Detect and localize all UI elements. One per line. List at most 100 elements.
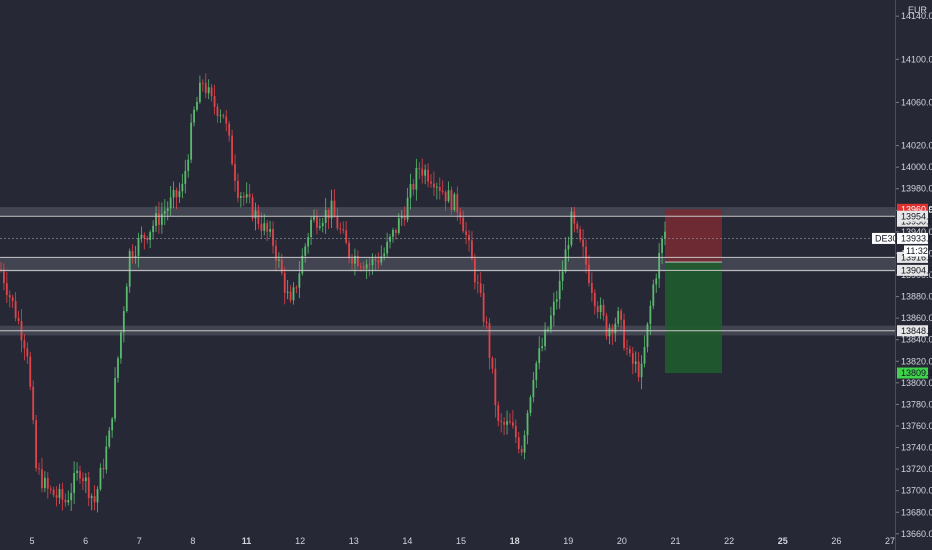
take-profit-zone[interactable] <box>665 262 722 374</box>
candle-body <box>29 356 32 387</box>
candle-body <box>567 245 570 250</box>
currency-label: EUR <box>908 5 928 15</box>
price-tick-label: 13820.0 <box>901 356 932 366</box>
candle-body <box>131 251 134 258</box>
candle-body <box>532 379 535 398</box>
candle-body <box>204 83 207 94</box>
candle-body <box>327 210 330 219</box>
candle-body <box>365 264 368 269</box>
candle-body <box>453 194 456 210</box>
candle-body <box>617 310 620 324</box>
candle-body <box>491 358 494 369</box>
candle-body <box>210 87 213 97</box>
stop-loss-zone[interactable] <box>665 209 722 263</box>
candle-body <box>664 231 666 239</box>
candle-body <box>623 319 625 349</box>
candle-body <box>283 272 286 293</box>
candle-body <box>181 183 184 192</box>
candle-body <box>447 190 450 202</box>
time-axis[interactable]: 5 6 7 8 11 12 13 14 15 18 19 20 21 22 25 26 27 <box>29 536 895 546</box>
price-tick-label: 13940.0 <box>901 227 932 237</box>
price-tick-label: 13840.0 <box>901 335 932 345</box>
level-price-tag: 13848.3 <box>901 326 932 336</box>
candle-body <box>476 282 479 284</box>
candle-body <box>634 361 637 364</box>
candle-body <box>137 238 140 256</box>
candle-body <box>538 348 541 364</box>
position-zones[interactable] <box>665 209 722 374</box>
candle-body <box>228 123 231 136</box>
candle-body <box>307 237 310 247</box>
candle-body <box>394 229 397 233</box>
time-tick-label: 15 <box>456 536 466 546</box>
candle-body <box>412 183 415 190</box>
candle-body <box>371 258 374 265</box>
price-tags: 13950.013960.913954.513916.313904.313848… <box>872 203 932 379</box>
candle-body <box>222 115 225 117</box>
symbol-tag: DE30 <box>875 234 898 244</box>
candle-body <box>628 348 631 354</box>
candle-body <box>213 96 216 107</box>
candle-body <box>35 420 38 469</box>
candle-body <box>257 210 260 224</box>
candle-body <box>295 287 298 289</box>
candle-body <box>339 228 342 230</box>
candle-body <box>506 421 508 425</box>
candle-body <box>38 468 40 470</box>
candle-body <box>17 317 20 322</box>
level-price-tag: 13916.3 <box>901 253 932 263</box>
candle-body <box>158 213 160 225</box>
candle-body <box>620 310 623 320</box>
candle-body <box>573 211 576 224</box>
candle-body <box>392 229 394 237</box>
candle-body <box>409 183 412 198</box>
candle-body <box>529 397 532 413</box>
candle-body <box>254 210 257 219</box>
candle-body <box>342 229 345 231</box>
candle-body <box>87 477 90 499</box>
level-price-tag-bg <box>897 210 928 222</box>
candle-body <box>593 292 596 307</box>
candle-body <box>178 191 181 198</box>
price-tick-label: 13760.0 <box>901 421 932 431</box>
candle-body <box>102 467 105 470</box>
candle-body <box>313 216 315 220</box>
candle-body <box>140 234 143 239</box>
candle-body <box>117 358 119 378</box>
candle-body <box>488 323 491 359</box>
candle-body <box>555 299 558 302</box>
candle-body <box>356 255 359 267</box>
candle-body <box>23 340 26 349</box>
candle-body <box>503 422 506 425</box>
candle-body <box>389 236 391 242</box>
countdown-tag: 11:32 <box>906 246 928 256</box>
candle-body <box>596 306 599 313</box>
candle-body <box>456 194 459 213</box>
candle-body <box>111 418 114 431</box>
price-tick-label: 13800.0 <box>901 378 932 388</box>
candle-body <box>558 280 561 300</box>
horizontal-levels[interactable] <box>0 215 895 332</box>
candle-body <box>263 223 266 231</box>
candle-body <box>631 353 634 364</box>
candle-body <box>482 292 485 322</box>
candle-body <box>497 405 500 421</box>
candle-body <box>108 430 111 447</box>
time-tick-label: 25 <box>778 536 788 546</box>
candle-body <box>368 264 371 266</box>
candle-body <box>114 377 116 419</box>
candle-body <box>465 231 467 235</box>
candle-body <box>330 200 333 219</box>
candle-body <box>5 283 8 296</box>
candle-body <box>73 472 76 493</box>
candle-body <box>301 255 304 274</box>
candle-body <box>160 213 163 225</box>
time-tick-label: 11 <box>242 536 252 546</box>
candle-body <box>415 167 418 190</box>
price-tick-label: 13700.0 <box>901 486 932 496</box>
price-tick-label: 13780.0 <box>901 399 932 409</box>
candle-body <box>479 283 482 293</box>
candle-body <box>588 264 590 283</box>
candle-body <box>450 190 453 210</box>
